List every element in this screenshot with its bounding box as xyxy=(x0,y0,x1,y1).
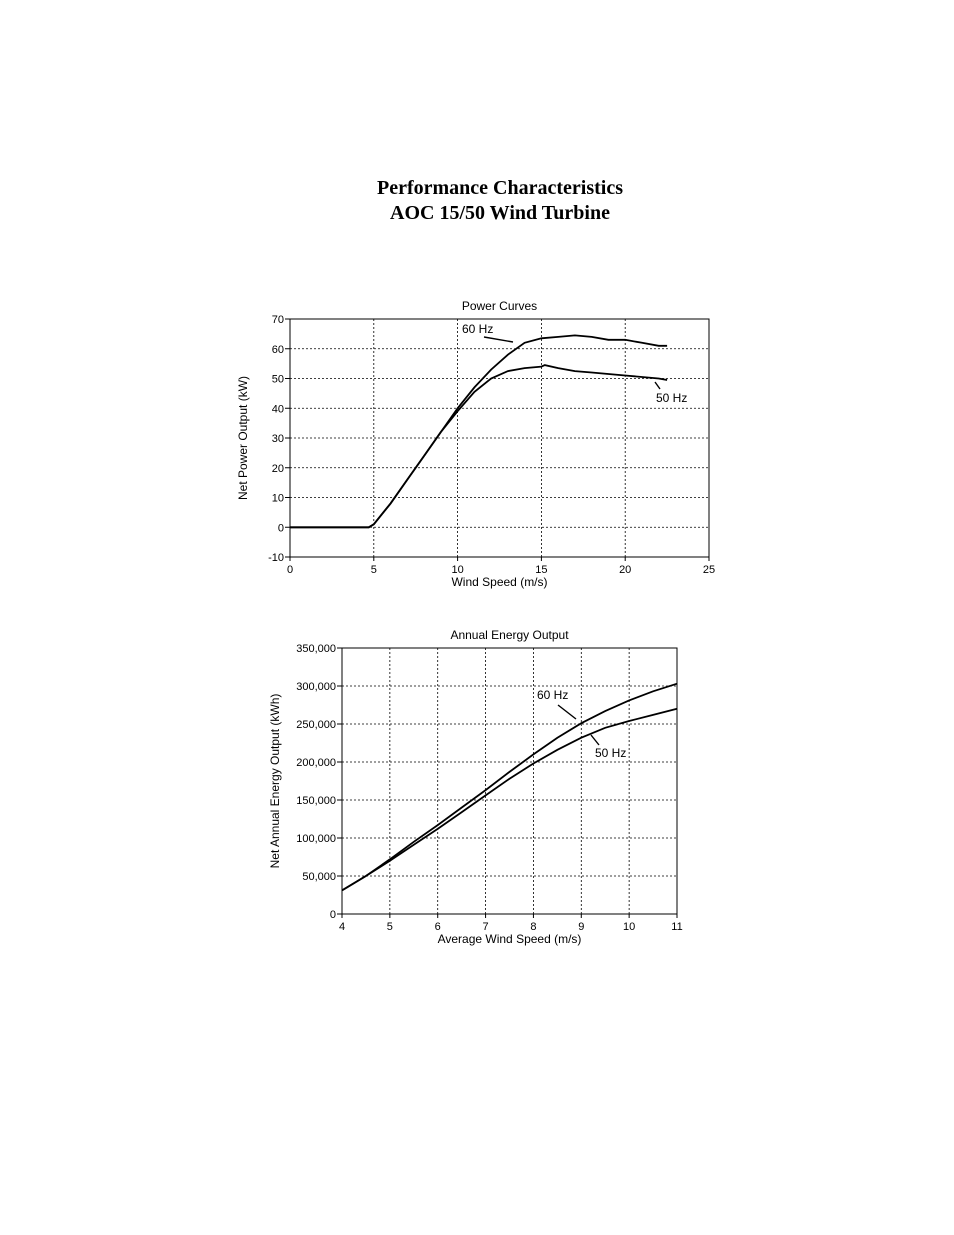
chart1-x-tick-label-4: 20 xyxy=(619,564,631,576)
chart1-series-label-60-hz: 60 Hz xyxy=(462,322,493,336)
chart1-y-tick-label-4: 30 xyxy=(272,433,284,445)
chart1-y-tick-label-0: 70 xyxy=(272,314,284,326)
chart2-y-tick-label-7: 0 xyxy=(330,909,336,921)
chart2-x-tick-label-7: 11 xyxy=(671,921,682,933)
chart2-y-tick-label-6: 50,000 xyxy=(302,871,336,883)
chart1-series-leader-1 xyxy=(654,381,661,390)
chart2-plot-frame xyxy=(341,647,678,915)
annual-energy-chart: 4 5 6 7 8 9 10 11 350,000 300,000 250,000 200,000 15… xyxy=(268,628,683,946)
chart2-x-tick-label-0: 4 xyxy=(339,921,345,933)
chart2-x-axis-label: Average Wind Speed (m/s) xyxy=(438,932,582,946)
chart2-y-axis-label: Net Annual Energy Output (kWh) xyxy=(268,694,282,869)
chart1-series-line-60-hz xyxy=(290,334,668,529)
chart2-series-line-60-hz xyxy=(341,682,678,892)
chart2-series-line-50-hz xyxy=(341,707,678,892)
chart2-series-leader-1 xyxy=(590,734,600,746)
chart2-series-label-50-hz: 50 Hz xyxy=(595,746,626,760)
chart2-x-tick-label-1: 5 xyxy=(387,921,393,933)
chart1-y-axis-label: Net Power Output (kW) xyxy=(236,376,250,500)
chart1-y-tick-label-7: 0 xyxy=(278,522,284,534)
chart2-y-tick-label-3: 200,000 xyxy=(296,757,336,769)
document-title: Performance Characteristics AOC 15/50 Wi… xyxy=(0,176,954,226)
chart1-y-tick-label-1: 60 xyxy=(272,344,284,356)
chart2-x-tick-label-3: 7 xyxy=(483,921,489,933)
chart1-y-tick-label-8: -10 xyxy=(268,552,284,564)
chart2-title: Annual Energy Output xyxy=(450,628,569,642)
chart1-x-tick-label-1: 5 xyxy=(371,564,377,576)
chart1-y-tick-label-3: 40 xyxy=(272,403,284,415)
chart2-series-label-60-hz: 60 Hz xyxy=(537,688,568,702)
chart1-x-tick-label-5: 25 xyxy=(703,564,715,576)
chart2-y-tick-label-0: 350,000 xyxy=(296,643,336,655)
chart1-x-tick-label-3: 15 xyxy=(535,564,547,576)
chart1-series-line-50-hz xyxy=(290,364,668,529)
chart1-series-label-50-hz: 50 Hz xyxy=(656,391,687,405)
chart2-x-tick-label-5: 9 xyxy=(578,921,584,933)
document-title-line-2: AOC 15/50 Wind Turbine xyxy=(390,202,610,224)
chart1-x-axis-label: Wind Speed (m/s) xyxy=(451,575,547,589)
chart1-y-tick-label-6: 10 xyxy=(272,493,284,505)
document-title-line-1: Performance Characteristics xyxy=(377,177,623,199)
chart1-series-leader-0 xyxy=(483,336,514,343)
chart2-y-tick-label-5: 100,000 xyxy=(296,833,336,845)
chart1-y-tick-label-2: 50 xyxy=(272,374,284,386)
chart2-x-tick-label-2: 6 xyxy=(435,921,441,933)
chart2-y-tick-label-1: 300,000 xyxy=(296,681,336,693)
chart1-title: Power Curves xyxy=(462,299,537,313)
chart1-y-tick-label-5: 20 xyxy=(272,463,284,475)
chart2-y-tick-label-2: 250,000 xyxy=(296,719,336,731)
chart1-x-tick-label-2: 10 xyxy=(451,564,463,576)
chart2-series-leader-0 xyxy=(557,704,577,720)
chart2-y-tick-label-4: 150,000 xyxy=(296,795,336,807)
chart2-x-tick-label-6: 10 xyxy=(623,921,635,933)
chart1-x-tick-label-0: 0 xyxy=(287,564,293,576)
chart2-x-tick-label-4: 8 xyxy=(530,921,536,933)
